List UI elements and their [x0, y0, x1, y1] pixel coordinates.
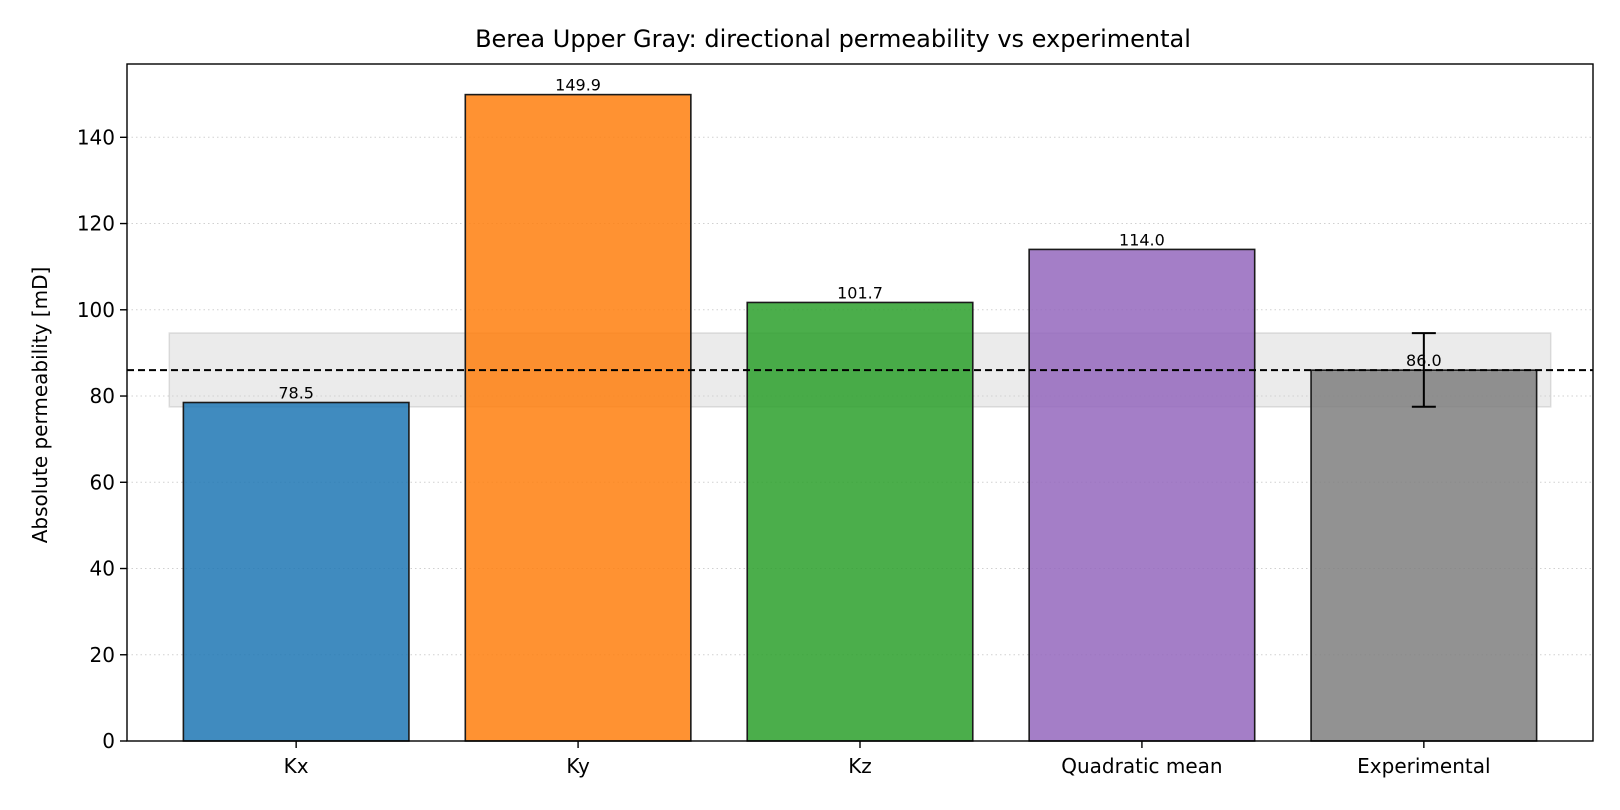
y-tick-label: 40	[90, 557, 115, 581]
value-labels: 78.5 149.9 101.7 114.0 86.0	[278, 76, 1441, 403]
bar-kz	[746, 301, 974, 742]
y-tick-label: 80	[90, 384, 115, 408]
bar-ky	[464, 93, 692, 742]
x-tick-label: Ky	[566, 754, 590, 778]
x-tick-label: Kx	[284, 754, 309, 778]
y-axis-label: Absolute permeability [mD]	[28, 267, 52, 544]
y-tick-label: 120	[77, 212, 115, 236]
y-tick-label: 0	[102, 729, 115, 753]
chart-title: Berea Upper Gray: directional permeabili…	[475, 25, 1191, 53]
x-tick-label: Experimental	[1357, 754, 1490, 778]
axes: 0 20 40 60 80 100 120 140 Kx Ky Kz Quadratic mean Ex…	[77, 63, 1594, 778]
value-label: 101.7	[837, 283, 883, 302]
value-label: 149.9	[555, 76, 601, 95]
y-tick-label: 20	[90, 643, 115, 667]
y-tick-label: 140	[77, 125, 115, 149]
x-tick-label: Quadratic mean	[1061, 754, 1222, 778]
bar-experimental	[1310, 369, 1538, 742]
reference-line-group	[127, 332, 1593, 408]
x-tick-label: Kz	[848, 754, 872, 778]
bar-quadratic-mean	[1028, 248, 1256, 742]
y-tick-label: 60	[90, 470, 115, 494]
value-label: 78.5	[278, 384, 314, 403]
bar-kx	[182, 401, 410, 742]
y-tick-label: 100	[77, 298, 115, 322]
value-label: 114.0	[1119, 230, 1165, 249]
value-label: 86.0	[1406, 351, 1442, 370]
